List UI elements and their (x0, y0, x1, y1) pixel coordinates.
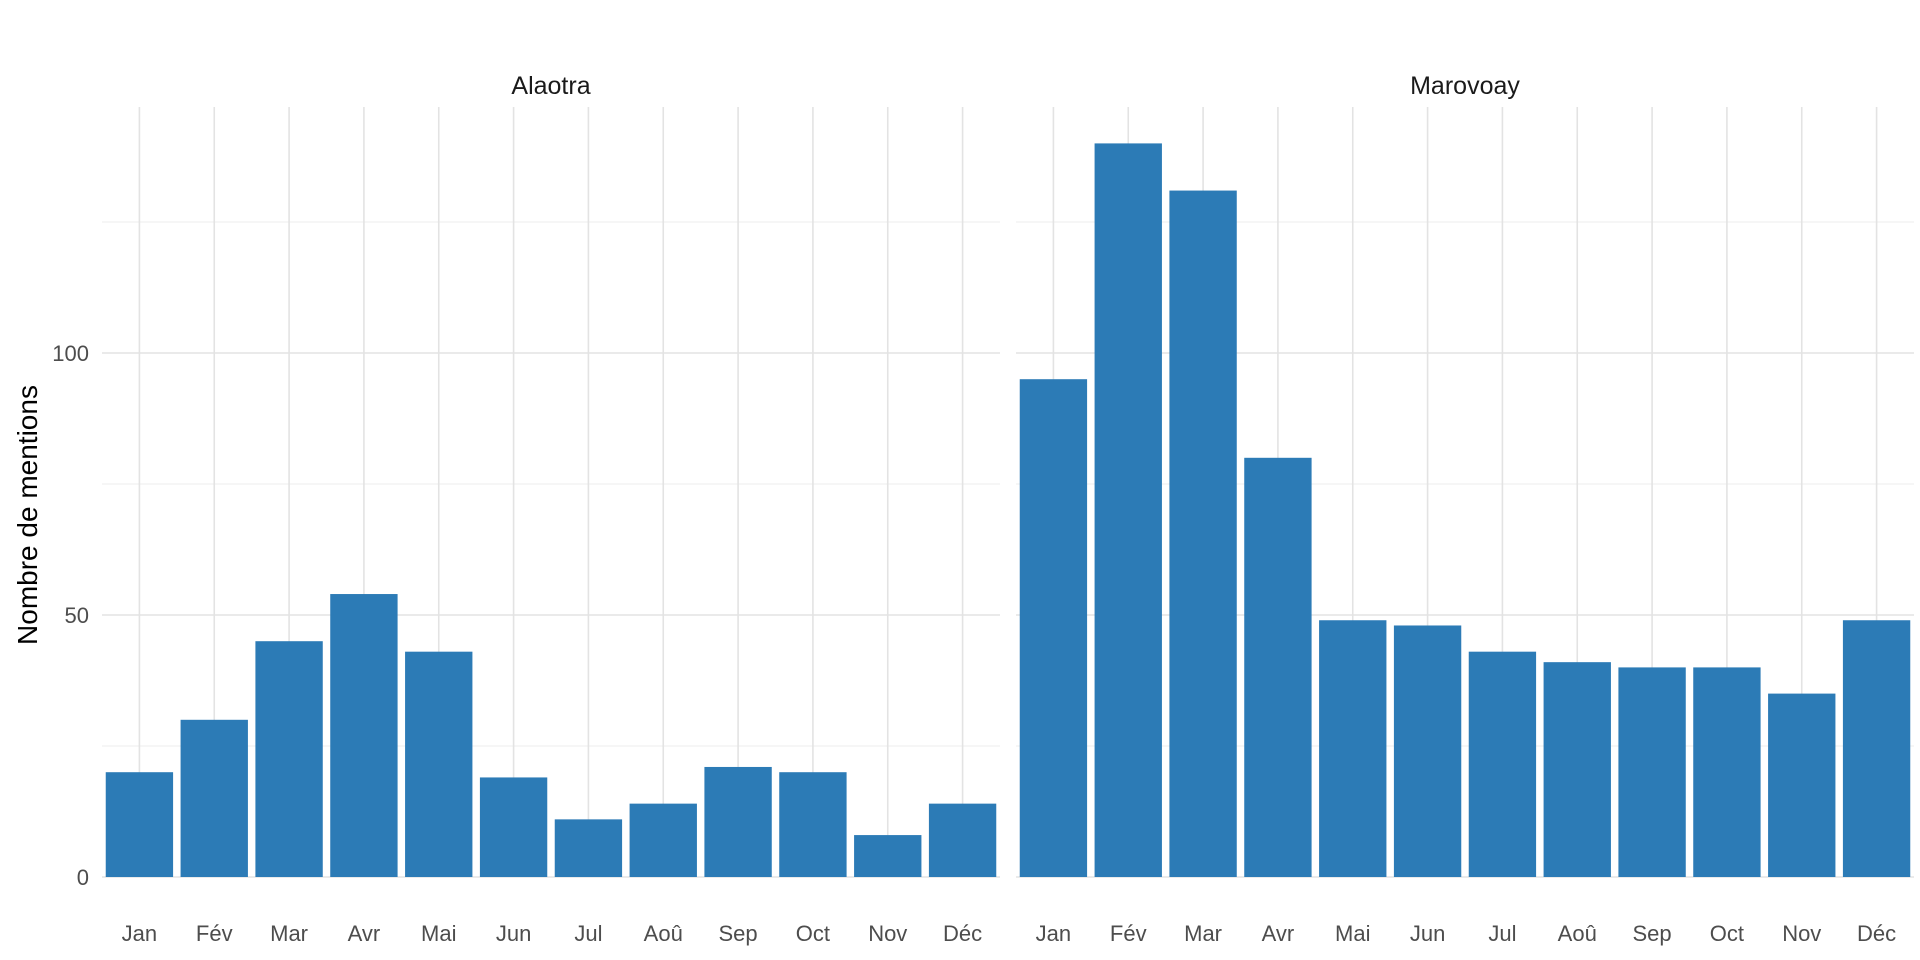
x-tick-label: Déc (1857, 921, 1896, 946)
x-tick-label: Nov (868, 921, 907, 946)
x-tick-label: Oct (796, 921, 830, 946)
x-tick-label: Sep (719, 921, 758, 946)
bar-Fév (180, 719, 248, 877)
bar-Mar (255, 641, 323, 877)
x-tick-label: Jun (1410, 921, 1445, 946)
y-tick-label: 100 (52, 341, 89, 366)
bar-Jan (105, 772, 174, 877)
x-tick-label: Mar (1184, 921, 1222, 946)
x-tick-label: Avr (1262, 921, 1295, 946)
bar-Oct (1693, 667, 1761, 877)
bar-Sep (704, 766, 772, 877)
bar-Mai (405, 651, 473, 877)
panel-1: Jan Fév Mar Avr Mai Jun Jul Aoû Sep Oct Nov Déc Alao… (102, 72, 1000, 946)
bar-Jun (1393, 625, 1462, 877)
x-tick-label: Jan (122, 921, 157, 946)
bar-Oct (779, 772, 847, 877)
y-tick-label: 0 (77, 865, 89, 890)
panel-2: Jan Fév Mar Avr Mai Jun Jul Aoû Sep Oct Nov Déc Maro… (1016, 72, 1914, 946)
x-tick-label: Jan (1036, 921, 1071, 946)
bar-Jul (1468, 651, 1537, 877)
bar-Avr (330, 594, 398, 877)
x-tick-label: Jun (496, 921, 531, 946)
x-tick-label: Fév (1110, 921, 1147, 946)
bar-Jun (479, 777, 548, 877)
y-tick-label: 50 (65, 603, 89, 628)
x-tick-label: Nov (1782, 921, 1821, 946)
bar-Mai (1319, 620, 1387, 877)
bar-Aoû (629, 803, 697, 877)
y-axis-title: Nombre de mentions (12, 385, 43, 645)
bar-Déc (1842, 620, 1911, 877)
x-tick-label: Aoû (1558, 921, 1597, 946)
bar-Déc (928, 803, 997, 877)
panel-title: Marovoay (1410, 72, 1520, 100)
x-tick-label: Mai (421, 921, 456, 946)
x-tick-label: Aoû (644, 921, 683, 946)
x-tick-label: Mai (1335, 921, 1370, 946)
bar-Fév (1094, 143, 1162, 877)
x-tick-label: Déc (943, 921, 982, 946)
x-tick-label: Sep (1633, 921, 1672, 946)
panel-title: Alaotra (511, 72, 590, 100)
x-tick-label: Mar (270, 921, 308, 946)
bar-Sep (1618, 667, 1686, 877)
x-tick-label: Fév (196, 921, 233, 946)
x-tick-label: Jul (574, 921, 602, 946)
bar-Avr (1244, 457, 1312, 877)
x-tick-label: Avr (348, 921, 381, 946)
x-tick-label: Oct (1710, 921, 1744, 946)
bar-Jul (554, 819, 623, 877)
bar-Nov (854, 835, 922, 877)
x-tick-label: Jul (1488, 921, 1516, 946)
bar-Aoû (1543, 662, 1611, 877)
bar-Nov (1768, 693, 1836, 877)
bar-Mar (1169, 190, 1237, 877)
bar-Jan (1019, 379, 1088, 877)
